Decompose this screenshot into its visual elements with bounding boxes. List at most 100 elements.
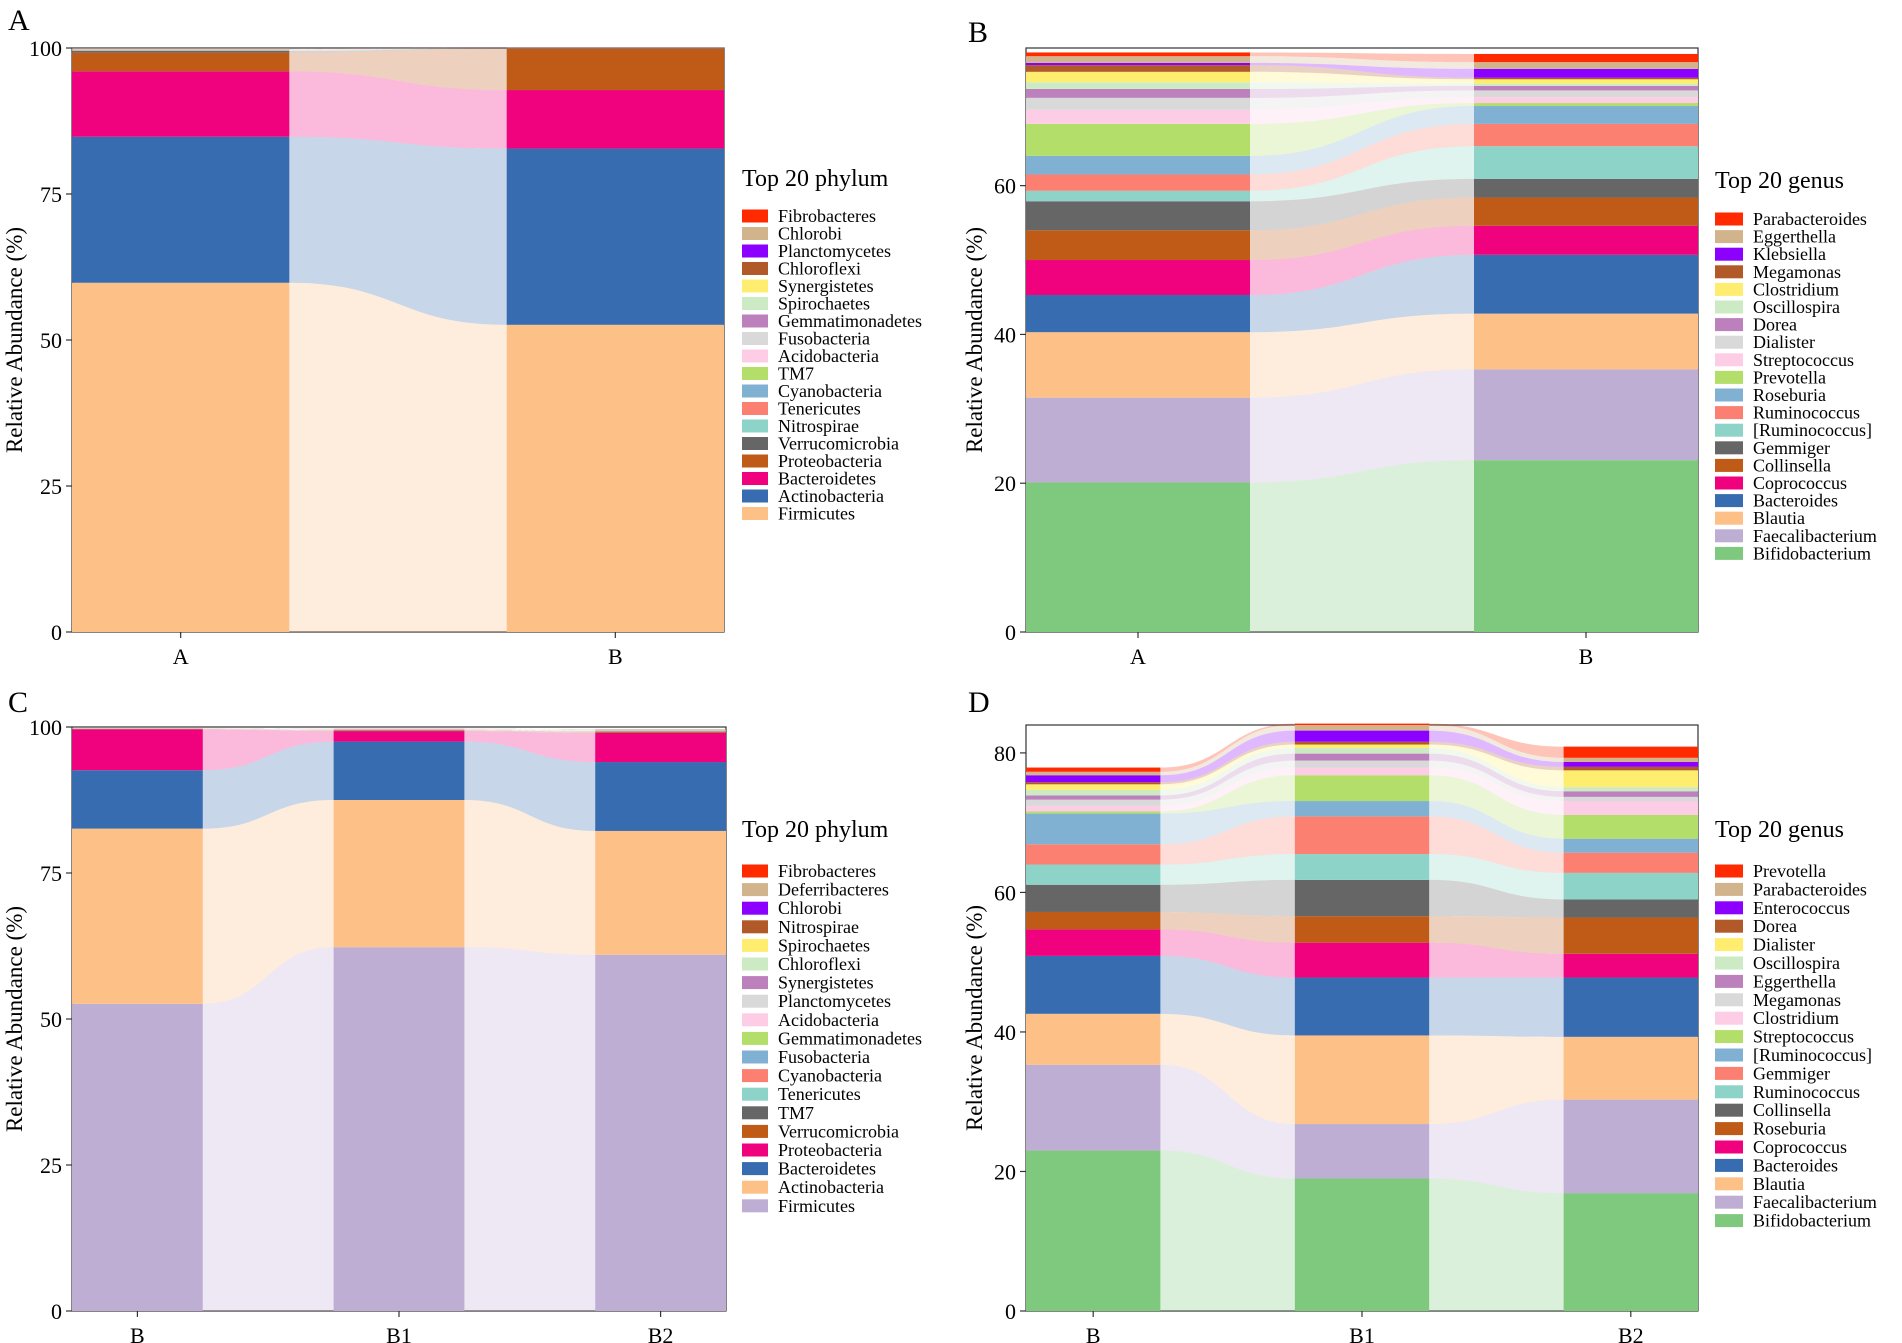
legend-label-fusobacteria: Fusobacteria [778,1047,870,1067]
legend-label-gemmiger: Gemmiger [1753,438,1830,458]
legend-swatch-bacteroides [1715,1158,1743,1172]
legend-label-bacteroides: Bacteroides [1753,1155,1838,1175]
bar-segment-bacteroides-b [1474,254,1698,314]
flow-nitrospirae [289,48,507,51]
legend-swatch-eggerthella [1715,974,1743,988]
legend-label-bifidobacterium: Bifidobacterium [1753,543,1871,563]
bar-segment-parabacteroides-b [1026,771,1161,776]
flow-firmicutes [289,282,507,632]
flow-dialister [1250,90,1474,110]
bar-segment-eggerthella-b [1026,795,1161,800]
flow-proteobacteria [464,731,596,763]
flow-tenericutes [202,728,334,731]
bar-segment-ruminococcus-b [1026,813,1161,845]
legend-swatch-clostridium [1715,282,1743,296]
bar-segment-enterococcus-b1 [1294,730,1430,742]
y-axis-title: Relative Abundance (%) [962,905,987,1131]
bar-segment-klebsiella-a [1026,62,1250,66]
legend-swatch-cyanobacteria [742,384,768,398]
y-tick-label: 60 [994,174,1016,199]
legend-swatch-fibrobacteres [742,864,768,878]
bar-segment-bifidobacterium-b [1026,1150,1161,1311]
flow-prevotella [1250,103,1474,156]
bar-segment-dorea-b [1474,85,1698,91]
bar-segment-megamonas-b1 [1294,760,1430,768]
legend-swatch-gemmiger [1715,441,1743,455]
legend: Top 20 phylum FibrobacteresDeferribactere… [742,817,922,1216]
legend-label-proteobacteria: Proteobacteria [778,1140,882,1160]
flow-parabacteroides [1250,52,1474,63]
legend-swatch-cyanobacteria [742,1069,768,1083]
bar-segment-parabacteroides-b1 [1294,725,1430,731]
bar-segment-streptococcus-b2 [1563,814,1698,839]
flow-planctomycetes [202,728,334,730]
legend-swatch-roseburia [1715,1122,1743,1136]
bar-segment-megamonas-b [1026,799,1161,806]
flow-dorea [1250,85,1474,98]
legend-label-faecalibacterium: Faecalibacterium [1753,526,1877,546]
bar-segment-collinsella-b [1026,884,1161,912]
bar-segment-clostridium-b1 [1294,767,1430,776]
legend-swatch-spirochaetes [742,297,768,310]
bar-segment-blautia-b2 [1563,1036,1698,1100]
bar-segment-firmicutes-b [72,1003,203,1311]
flow-prevotella [1160,723,1295,772]
legend-swatch-acidobacteria [742,349,768,363]
legend-label-firmicutes: Firmicutes [778,504,855,524]
y-tick-label: 20 [994,1159,1016,1184]
legend: Top 20 genus PrevotellaParabacteroidesEnt… [1715,817,1877,1231]
legend-label-dorea: Dorea [1753,916,1797,936]
flow-oscillospira [1160,748,1295,796]
bar-segment-coprococcus-b2 [1563,953,1698,978]
legend-label-nitrospirae: Nitrospirae [778,416,859,436]
bar-segment-prevotella-b2 [1563,746,1698,758]
legend-swatch-planctomycetes [742,244,768,258]
legend-label-megamonas: Megamonas [1753,262,1841,282]
legend-label-synergistetes: Synergistetes [778,276,874,296]
flow-roseburia [1429,916,1564,954]
legend-swatch-prevotella [1715,370,1743,384]
legend-swatch-verrucomicrobia [742,437,768,450]
flow-coprococcus [1160,929,1295,978]
legend-label-tenericutes: Tenericutes [778,399,861,419]
flow-streptococcus [1250,97,1474,124]
legend-swatch-blautia [1715,511,1743,525]
legend-swatch-actinobacteria [742,1180,768,1194]
bar-segment-actinobacteria-b2 [595,830,726,955]
flow-bacteroides [1250,254,1474,333]
legend-swatch-bifidobacterium [1715,1214,1743,1228]
legend-label-spirochaetes: Spirochaetes [778,935,870,955]
bar-segment-nitrospirae-a [72,50,290,51]
bar-segment-eggerthella-a [1026,56,1250,63]
legend-swatch-bacteroides [1715,494,1743,508]
legend-swatch-megamonas [1715,265,1743,279]
y-tick-label: 75 [40,182,62,207]
bar-segment-proteobacteria-b1 [333,731,465,742]
flow-clostridium [1250,71,1474,84]
flow-spirochaetes [464,728,596,730]
legend-swatch-ruminococcus [1715,406,1743,420]
legend-swatch-acidobacteria [742,1013,768,1027]
legend-swatch-faecalibacterium [1715,529,1743,543]
flow-acidobacteria [202,728,334,730]
bar-segment-parabacteroides-b [1474,53,1698,63]
flow-tm7 [202,728,334,731]
bar-segment-faecalibacterium-b1 [1294,1124,1430,1179]
bar-segment-dialister-a [1026,97,1250,110]
y-tick-label: 0 [1005,620,1016,645]
flow-gemmiger [1429,816,1564,873]
legend-swatch-nitrospirae [742,419,768,433]
legend-swatch-tm7 [742,1106,768,1120]
flow-nitrospirae [202,728,334,729]
flow-ruminococcus [1160,854,1295,885]
legend-label-dialister: Dialister [1753,332,1815,352]
flow-clostridium [1160,767,1295,812]
legend-label-cyanobacteria: Cyanobacteria [778,1066,882,1086]
flow-roseburia [1160,911,1295,943]
flow-actinobacteria [202,800,334,1004]
legend-label-faecalibacterium: Faecalibacterium [1753,1192,1877,1212]
legend-label-deferribacteres: Deferribacteres [778,880,889,900]
bar-segment-megamonas-a [1026,65,1250,72]
legend-swatch-gemmatimonadetes [742,1031,768,1045]
legend-label-clostridium: Clostridium [1753,279,1839,299]
